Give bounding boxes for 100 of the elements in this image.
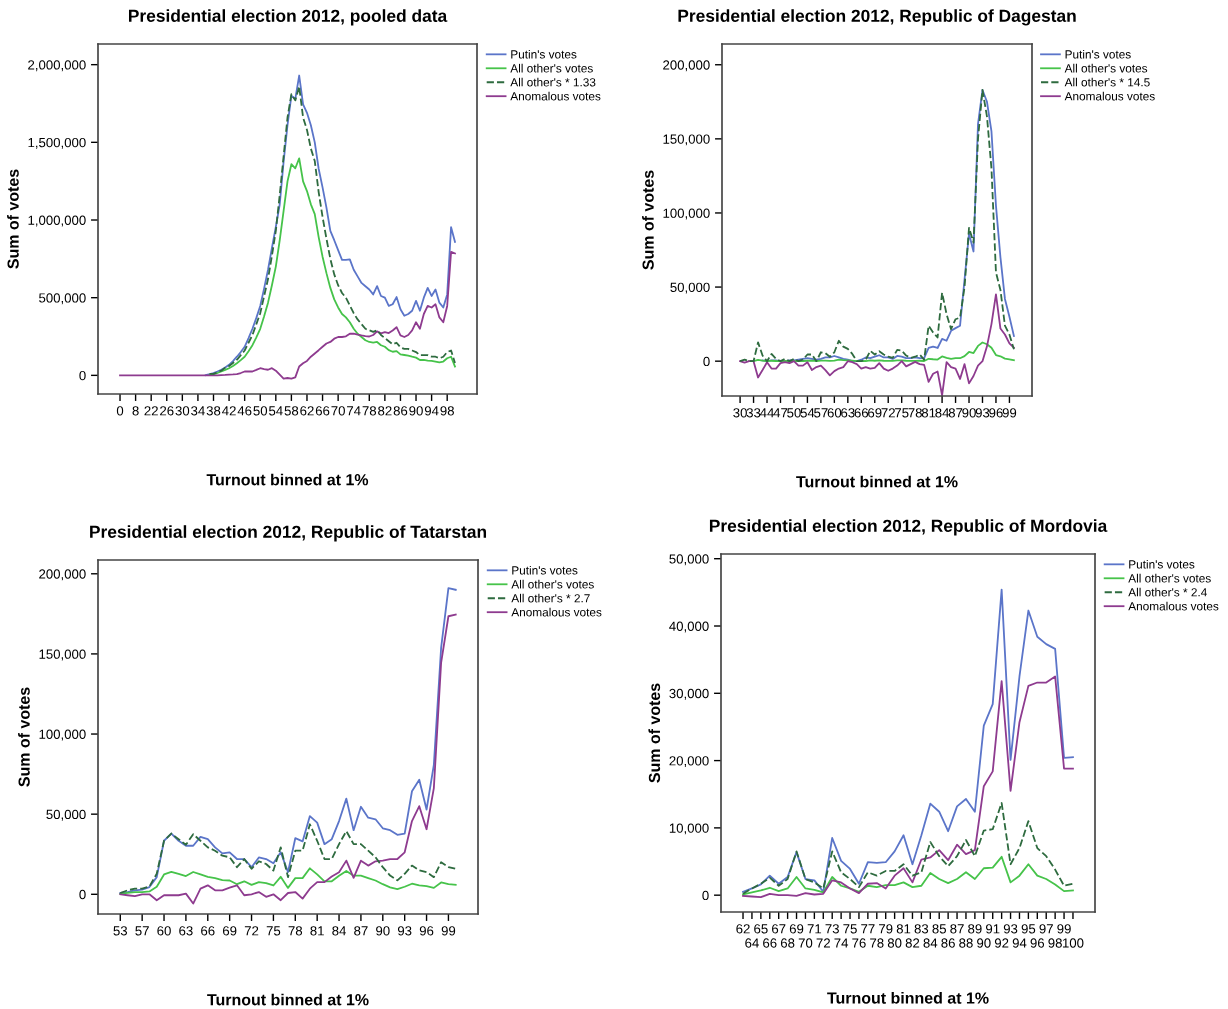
x-tick-label: 87 bbox=[950, 924, 964, 934]
x-tick-label: 97 bbox=[1039, 924, 1053, 934]
x-tick-label: 91 bbox=[986, 924, 1000, 934]
x-tick-label: 96 bbox=[989, 408, 1003, 418]
x-tick-label: 72 bbox=[881, 408, 895, 418]
x-tick-label: 98 bbox=[440, 406, 454, 416]
y-tick-label: 0 bbox=[79, 889, 86, 900]
chart-title: Presidential election 2012, pooled data bbox=[129, 9, 448, 26]
y-axis-title: Sum of votes bbox=[642, 170, 654, 270]
legend-label: All other's votes bbox=[1064, 63, 1148, 73]
x-tick-label: 87 bbox=[354, 926, 368, 936]
x-tick-label: 71 bbox=[807, 924, 822, 934]
x-tick-label: 88 bbox=[959, 938, 973, 948]
x-tick-label: 75 bbox=[895, 408, 909, 418]
x-tick-label: 84 bbox=[935, 408, 950, 418]
x-tick-label: 69 bbox=[789, 924, 804, 934]
x-tick-label: 93 bbox=[397, 926, 412, 936]
x-tick-label: 76 bbox=[852, 938, 866, 948]
x-tick-label: 81 bbox=[921, 408, 936, 418]
x-tick-label: 85 bbox=[932, 924, 946, 934]
x-tick-label: 50 bbox=[787, 408, 801, 418]
x-tick-label: 70 bbox=[798, 938, 813, 948]
y-tick-label: 2,000,000 bbox=[28, 60, 86, 72]
x-tick-label: 44 bbox=[759, 408, 774, 418]
y-tick-label: 500,000 bbox=[39, 293, 86, 305]
x-axis-title: Turnout binned at 1% bbox=[796, 475, 958, 488]
y-tick-label: 0 bbox=[703, 356, 710, 367]
x-tick-label: 70 bbox=[331, 406, 345, 416]
legend-label: Anomalous votes bbox=[1128, 601, 1219, 611]
y-tick-label: 200,000 bbox=[663, 60, 710, 72]
x-tick-label: 63 bbox=[179, 926, 193, 936]
x-tick-label: 75 bbox=[843, 924, 857, 934]
x-tick-label: 30 bbox=[175, 406, 190, 416]
y-tick-label: 1,500,000 bbox=[28, 137, 86, 149]
x-tick-label: 66 bbox=[854, 408, 869, 418]
x-tick-label: 72 bbox=[816, 938, 830, 948]
y-tick-label: 150,000 bbox=[39, 649, 86, 661]
x-tick-label: 74 bbox=[347, 406, 361, 416]
x-tick-label: 81 bbox=[310, 926, 324, 936]
legend-label: All other's * 14.5 bbox=[1064, 77, 1150, 87]
x-tick-label: 33 bbox=[746, 408, 761, 418]
x-tick-label: 60 bbox=[827, 408, 842, 418]
x-tick-label: 89 bbox=[968, 924, 982, 934]
legend-label: Putin's votes bbox=[1065, 49, 1131, 59]
x-tick-label: 90 bbox=[376, 926, 390, 936]
y-tick-label: 200,000 bbox=[39, 569, 86, 581]
x-tick-label: 77 bbox=[861, 924, 875, 934]
y-tick-label: 50,000 bbox=[670, 282, 710, 294]
x-tick-label: 46 bbox=[237, 406, 252, 416]
x-tick-label: 84 bbox=[332, 926, 346, 936]
line-series bbox=[742, 802, 1074, 895]
legend-label: Anomalous votes bbox=[510, 91, 601, 101]
line-series bbox=[742, 675, 1074, 899]
x-tick-label: 94 bbox=[424, 406, 439, 416]
x-tick-label: 62 bbox=[736, 924, 750, 934]
x-tick-label: 90 bbox=[977, 938, 991, 948]
x-tick-label: 84 bbox=[923, 938, 938, 948]
x-tick-label: 30 bbox=[733, 408, 747, 418]
x-tick-label: 73 bbox=[825, 924, 839, 934]
x-tick-label: 92 bbox=[994, 938, 1009, 948]
x-tick-label: 54 bbox=[269, 406, 283, 416]
x-tick-label: 82 bbox=[905, 938, 920, 948]
x-tick-label: 86 bbox=[941, 938, 955, 948]
x-tick-label: 54 bbox=[800, 408, 815, 418]
x-tick-label: 0 bbox=[116, 406, 124, 416]
y-axis-title: Sum of votes bbox=[7, 169, 19, 269]
x-tick-label: 69 bbox=[868, 408, 882, 418]
line-series bbox=[739, 293, 1015, 396]
x-tick-label: 96 bbox=[1030, 938, 1045, 948]
x-tick-label: 66 bbox=[315, 406, 330, 416]
x-tick-label: 90 bbox=[409, 406, 423, 416]
chart-title: Presidential election 2012, Republic of Dagestan bbox=[678, 9, 1076, 26]
x-tick-label: 50 bbox=[253, 406, 268, 416]
line-series bbox=[119, 823, 457, 894]
x-tick-label: 98 bbox=[1048, 938, 1062, 948]
chart-title: Presidential election 2012, Republic of Tatarstan bbox=[90, 525, 487, 542]
x-tick-label: 99 bbox=[441, 926, 456, 936]
x-tick-label: 53 bbox=[113, 926, 128, 936]
y-tick-label: 150,000 bbox=[663, 134, 710, 146]
legend-label: Putin's votes bbox=[512, 565, 578, 575]
x-tick-label: 74 bbox=[834, 938, 849, 948]
x-tick-label: 64 bbox=[745, 938, 759, 948]
x-tick-label: 87 bbox=[948, 408, 963, 418]
y-tick-label: 30,000 bbox=[669, 688, 709, 700]
y-tick-label: 20,000 bbox=[669, 756, 709, 768]
x-tick-label: 83 bbox=[914, 924, 929, 934]
x-tick-label: 69 bbox=[222, 926, 237, 936]
x-tick-label: 81 bbox=[896, 924, 911, 934]
x-tick-label: 96 bbox=[419, 926, 434, 936]
legend-label: All other's votes bbox=[511, 579, 594, 589]
x-tick-label: 93 bbox=[975, 408, 990, 418]
x-tick-label: 99 bbox=[1002, 408, 1017, 418]
legend-label: All other's * 2.7 bbox=[511, 593, 590, 603]
y-tick-label: 0 bbox=[702, 890, 709, 901]
line-series bbox=[742, 588, 1074, 893]
x-tick-label: 22 bbox=[144, 406, 158, 416]
legend-label: Putin's votes bbox=[1129, 559, 1195, 569]
x-tick-label: 26 bbox=[160, 406, 174, 416]
y-tick-label: 50,000 bbox=[669, 554, 709, 566]
legend-label: All other's * 1.33 bbox=[510, 77, 596, 87]
